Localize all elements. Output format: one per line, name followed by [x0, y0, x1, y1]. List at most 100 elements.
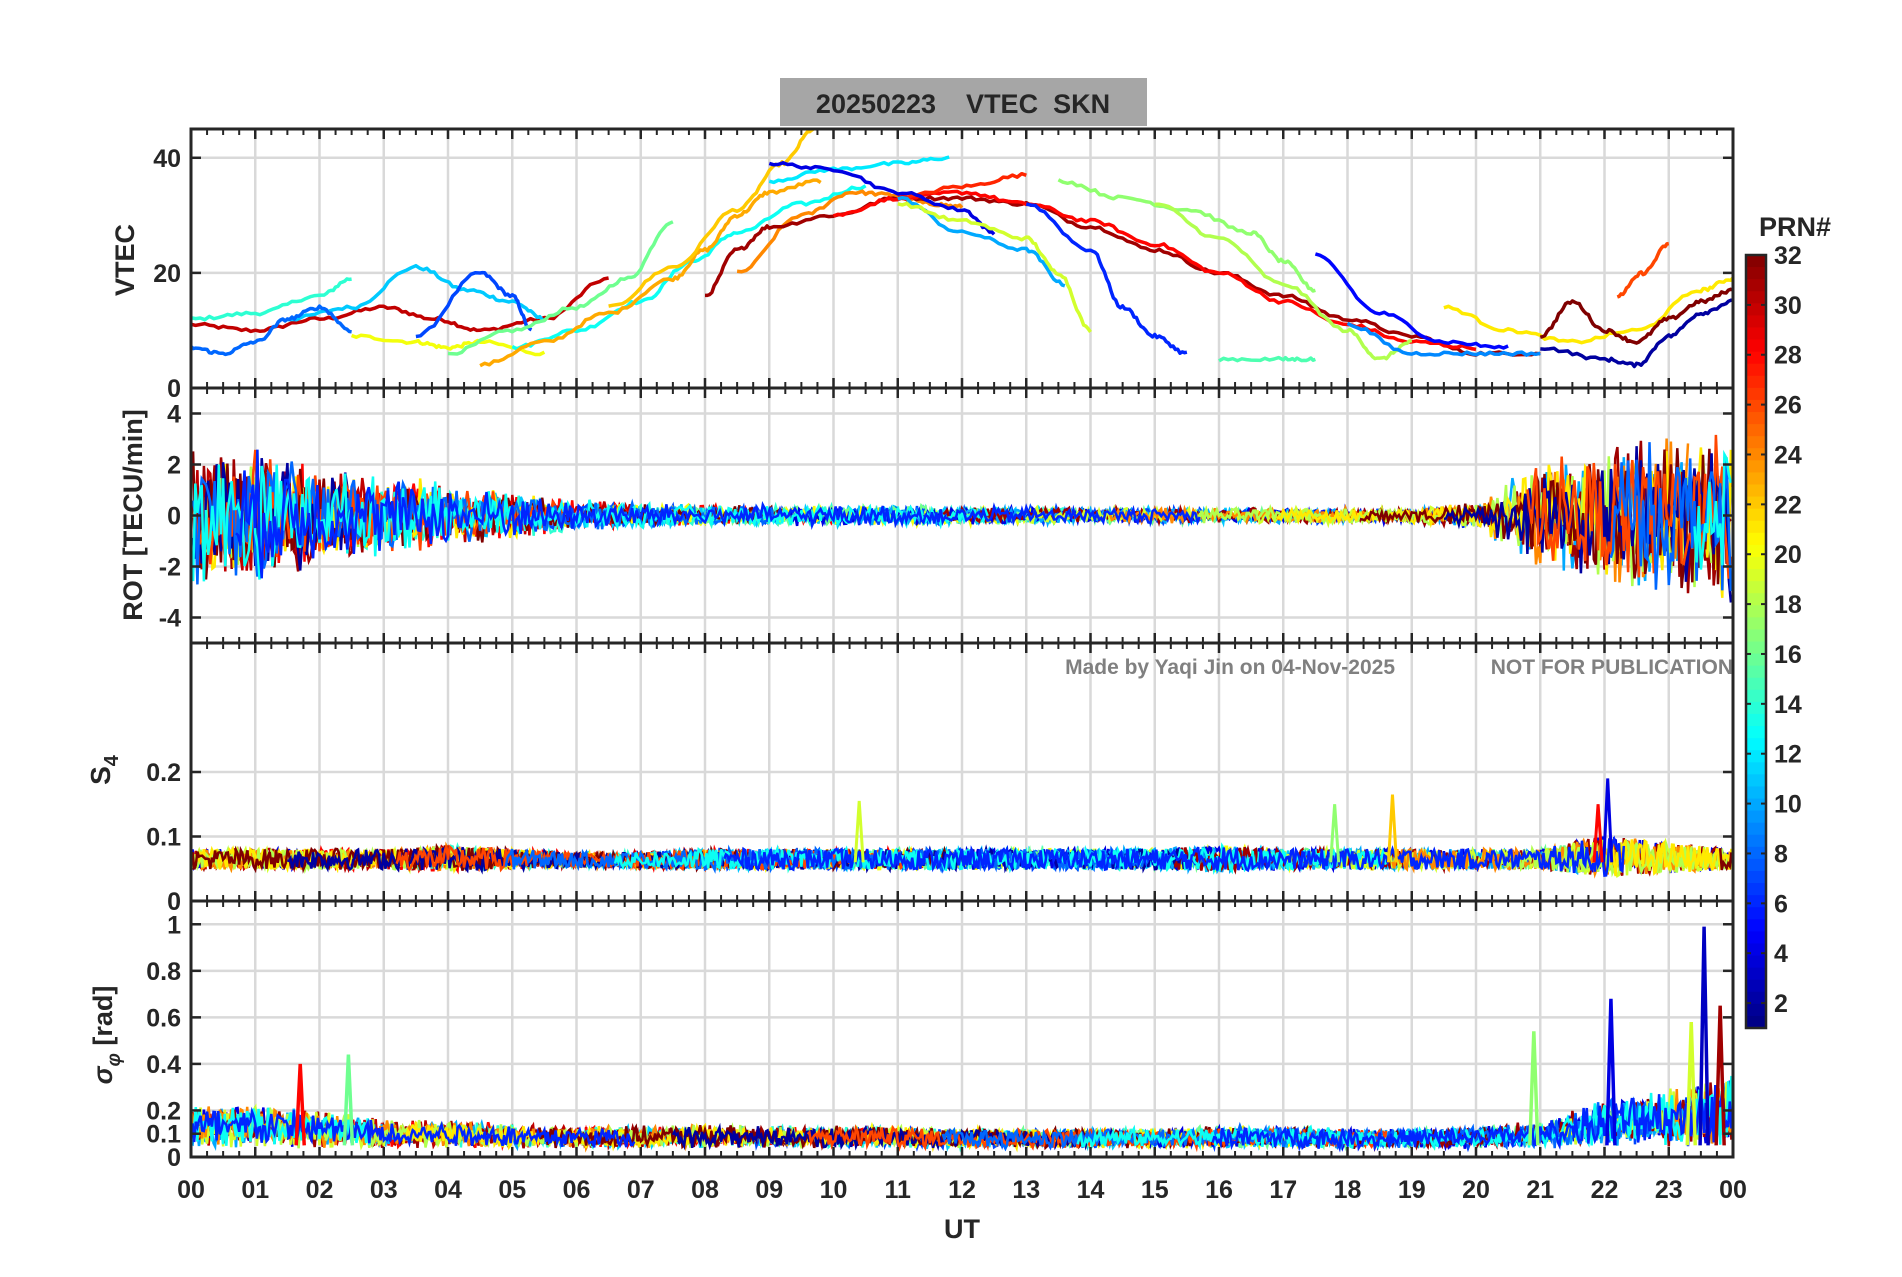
- s4-peak-prn-17: [1329, 804, 1341, 863]
- vtec-series-prn-9: [1346, 321, 1541, 357]
- x-tick-label: 23: [1655, 1176, 1683, 1204]
- colorbar-segment: [1746, 375, 1766, 389]
- colorbar-segment: [1746, 726, 1766, 739]
- y-tick-label: 0.1: [146, 824, 181, 852]
- colorbar-tick-label: 4: [1774, 940, 1788, 968]
- y-tick-label: 0.2: [146, 1097, 181, 1125]
- colorbar-segment: [1746, 351, 1766, 365]
- x-tick-label: 13: [1012, 1176, 1040, 1204]
- x-tick-label: 20: [1462, 1176, 1490, 1204]
- watermark-notice: NOT FOR PUBLICATION: [1491, 656, 1733, 679]
- vtec-series-prn-12: [768, 155, 950, 185]
- colorbar-segment: [1746, 750, 1766, 763]
- colorbar-segment: [1746, 1015, 1766, 1029]
- vtec-series-prn-6: [1025, 202, 1188, 355]
- colorbar-label: PRN#: [1759, 212, 1831, 242]
- colorbar-segment: [1746, 738, 1766, 751]
- colorbar-segment: [1746, 967, 1766, 981]
- colorbar-segment: [1746, 617, 1766, 631]
- colorbar-segment: [1746, 943, 1766, 957]
- svg-text:σφ [rad]: σφ [rad]: [88, 986, 125, 1085]
- colorbar-segment: [1746, 1003, 1766, 1017]
- x-tick-label: 04: [434, 1176, 462, 1204]
- colorbar-segment: [1746, 713, 1766, 727]
- y-label-s4: S4: [85, 754, 123, 785]
- colorbar-segment: [1746, 363, 1766, 377]
- colorbar-segment: [1746, 979, 1766, 993]
- colorbar-segment: [1746, 653, 1766, 667]
- panel-frame: [189, 899, 1735, 1159]
- colorbar-segment: [1746, 798, 1766, 812]
- sigma-series-group: [191, 926, 1733, 1153]
- vtec-series-prn-31: [705, 194, 1541, 357]
- colorbar-segment: [1746, 774, 1766, 788]
- colorbar-segment: [1746, 424, 1766, 437]
- colorbar-segment: [1746, 955, 1766, 969]
- s4-peak-prn-4: [1602, 778, 1614, 863]
- colorbar-segment: [1746, 448, 1766, 461]
- x-tick-label: 12: [948, 1176, 976, 1204]
- vtec-series-prn-18: [1154, 202, 1413, 361]
- colorbar-segment: [1746, 810, 1766, 824]
- colorbar-segment: [1746, 641, 1766, 655]
- colorbar-segment: [1746, 267, 1766, 280]
- colorbar-segment: [1746, 399, 1766, 413]
- y-tick-label: -4: [159, 605, 181, 633]
- colorbar-segment: [1746, 387, 1766, 401]
- colorbar-segment: [1746, 629, 1766, 643]
- colorbar-frame: [1744, 253, 1768, 1030]
- x-axis-label: UT: [944, 1214, 980, 1244]
- x-tick-label: 05: [498, 1176, 526, 1204]
- x-tick-label: 09: [755, 1176, 783, 1204]
- colorbar-segment: [1746, 508, 1766, 522]
- x-tick-label: 07: [627, 1176, 655, 1204]
- colorbar-segment: [1746, 532, 1766, 546]
- vtec-series-prn-7: [415, 270, 533, 339]
- rot-series-prn-6: [235, 449, 1201, 579]
- colorbar-tick-label: 16: [1774, 641, 1802, 669]
- colorbar-segment: [1746, 786, 1766, 800]
- colorbar-tick-label: 10: [1774, 791, 1802, 819]
- x-tick-labels: 00 01 02 03 04 05 06 07 08 09 10 11 12 13 14 15 16 17 18 19…: [177, 1176, 1747, 1204]
- colorbar-segment: [1746, 593, 1766, 606]
- vtec-series-prn-19: [897, 201, 1092, 334]
- colorbar-tick-label: 26: [1774, 392, 1802, 420]
- y-label-rot: ROT [TECU/min]: [118, 409, 148, 620]
- colorbar-segment: [1746, 762, 1766, 775]
- sigma-peak-prn-4: [1605, 998, 1617, 1146]
- x-tick-label: 22: [1591, 1176, 1619, 1204]
- x-tick-label: 10: [820, 1176, 848, 1204]
- colorbar-tick-label: 12: [1774, 741, 1802, 769]
- colorbar-segment: [1746, 689, 1766, 703]
- colorbar-tick-label: 24: [1774, 441, 1802, 469]
- sigma-peak-prn-17: [1528, 1031, 1540, 1146]
- colorbar-segment: [1746, 291, 1766, 304]
- x-tick-label: 11: [885, 1176, 912, 1204]
- colorbar-segment: [1746, 520, 1766, 534]
- y-tick-label: 0: [167, 1144, 181, 1172]
- colorbar-segment: [1746, 883, 1766, 896]
- x-tick-label: 21: [1526, 1176, 1554, 1204]
- sigma-series-prn-6: [191, 1084, 1733, 1153]
- vtec-series-prn-5: [1314, 252, 1509, 350]
- colorbar-tick-label: 18: [1774, 591, 1802, 619]
- colorbar-segment: [1746, 436, 1766, 449]
- colorbar-segment: [1746, 846, 1766, 860]
- x-tick-label: 08: [691, 1176, 719, 1204]
- colorbar-segment: [1746, 931, 1766, 945]
- vtec-series-prn-4: [768, 161, 996, 236]
- x-tick-label: 15: [1141, 1176, 1169, 1204]
- x-tick-label: 02: [306, 1176, 334, 1204]
- y-tick-label: 0.4: [146, 1051, 181, 1079]
- y-label-vtec: VTEC: [110, 224, 140, 296]
- y-tick-label: 0: [167, 888, 181, 916]
- colorbar-tick-label: 8: [1774, 840, 1788, 868]
- colorbar-segment: [1746, 339, 1766, 353]
- s4-series-prn-6: [723, 835, 1626, 877]
- s4-peak-prn-19: [853, 800, 865, 863]
- vtec-series-prn-15: [1218, 355, 1316, 363]
- y-tick-label: 0.1: [146, 1121, 181, 1149]
- colorbar-tick-label: 14: [1774, 691, 1802, 719]
- colorbar-tick-label: 32: [1774, 242, 1802, 270]
